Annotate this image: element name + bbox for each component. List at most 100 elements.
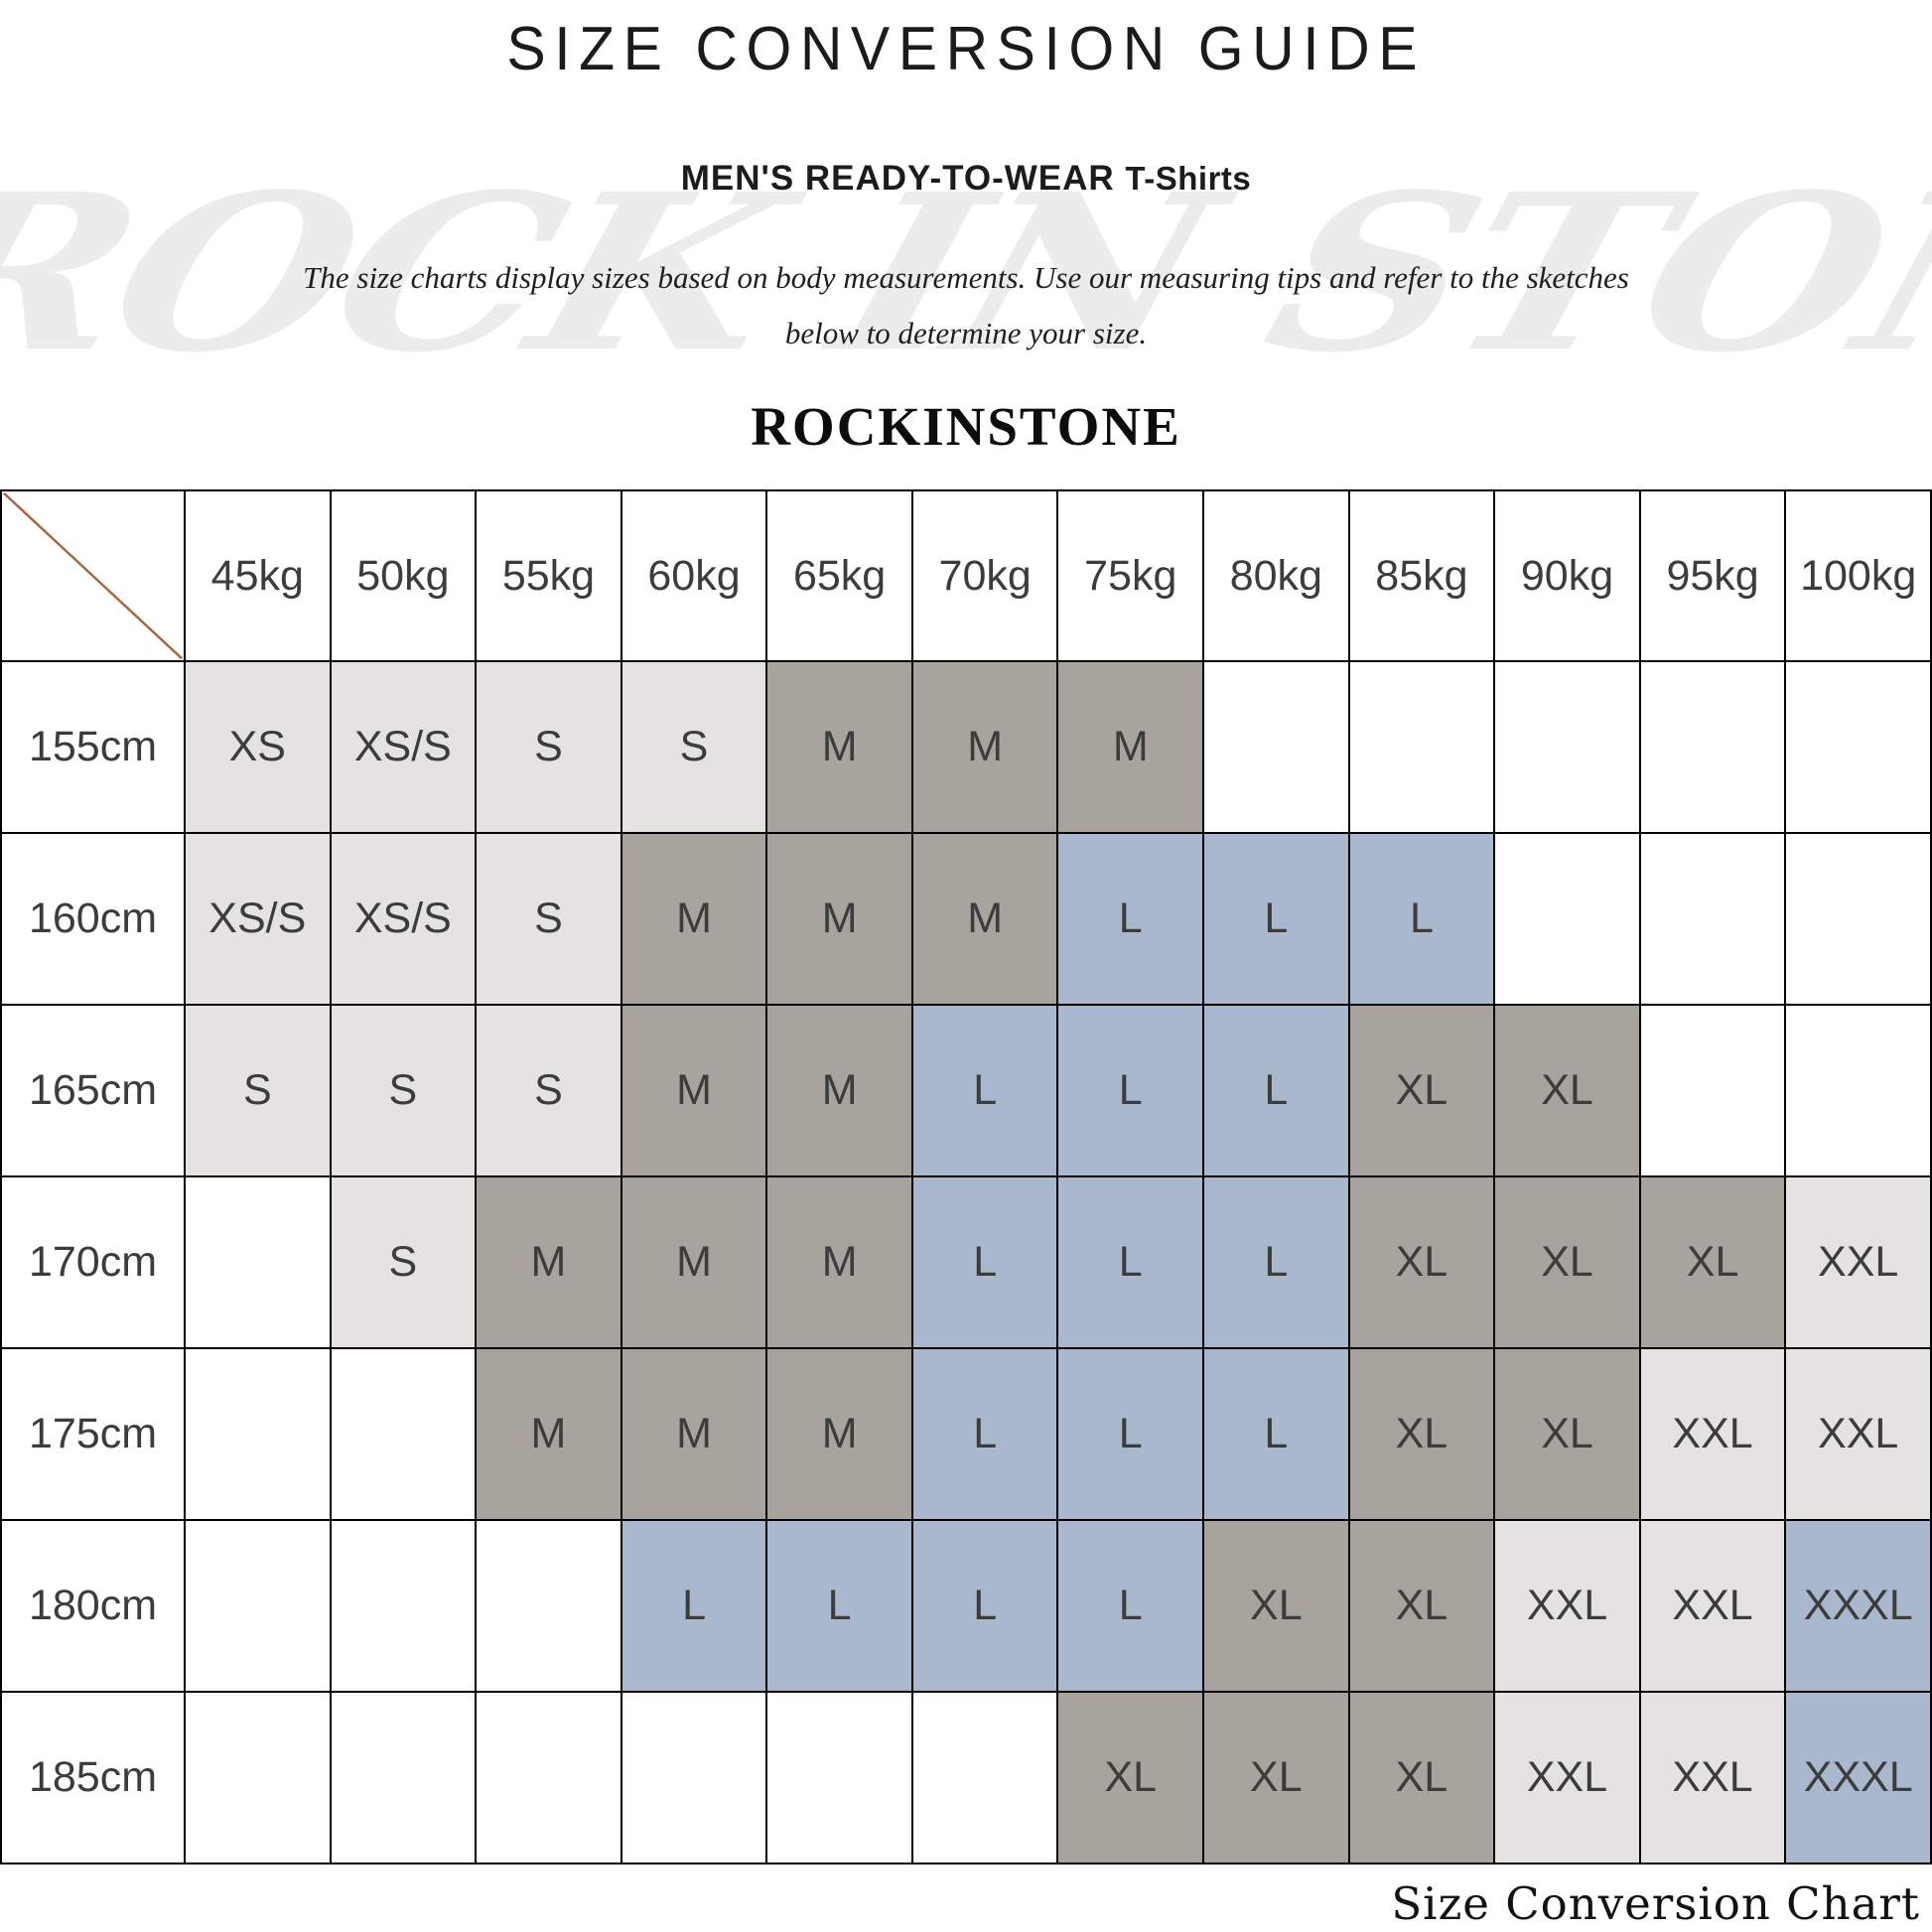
table-row-185cm: 185cm XL XL XL XXL XXL XXXL bbox=[0, 1691, 1932, 1864]
size-cell: XL bbox=[1202, 1691, 1350, 1864]
size-cell: XXL bbox=[1493, 1519, 1641, 1693]
footer-caption: Size Conversion Chart bbox=[1391, 1877, 1920, 1930]
height-header-185cm: 185cm bbox=[0, 1691, 186, 1864]
size-cell: S bbox=[620, 660, 768, 834]
size-cell: M bbox=[1056, 660, 1205, 834]
size-cell: M bbox=[475, 1175, 622, 1349]
size-cell bbox=[1638, 832, 1787, 1006]
size-cell: XXL bbox=[1638, 1691, 1787, 1864]
subtitle-main: MEN'S READY-TO-WEAR bbox=[680, 159, 1115, 198]
size-cell: XL bbox=[1638, 1175, 1787, 1349]
size-cell bbox=[765, 1691, 913, 1864]
size-cell: L bbox=[1202, 832, 1350, 1006]
size-cell: XL bbox=[1493, 1175, 1641, 1349]
brand-name: ROCKINSTONE bbox=[751, 396, 1181, 457]
size-cell bbox=[184, 1519, 332, 1693]
size-cell: XXL bbox=[1638, 1519, 1787, 1693]
table-row-165cm: 165cm S S S M M L L L XL XL bbox=[0, 1004, 1932, 1177]
size-cell: L bbox=[910, 1347, 1059, 1521]
size-cell: L bbox=[1202, 1004, 1350, 1177]
size-cell: XL bbox=[1493, 1347, 1641, 1521]
table-row-175cm: 175cm M M M L L L XL XL XXL XXL bbox=[0, 1347, 1932, 1521]
size-cell: XL bbox=[1056, 1691, 1205, 1864]
size-cell: M bbox=[620, 1175, 768, 1349]
diagonal-line-icon bbox=[2, 491, 184, 660]
size-cell: XS bbox=[184, 660, 332, 834]
size-cell: XL bbox=[1347, 1004, 1496, 1177]
size-cell: XS/S bbox=[329, 660, 478, 834]
size-cell bbox=[1347, 660, 1496, 834]
size-cell bbox=[184, 1347, 332, 1521]
size-cell: M bbox=[765, 832, 913, 1006]
size-cell: L bbox=[910, 1175, 1059, 1349]
size-cell: XL bbox=[1347, 1519, 1496, 1693]
size-cell: L bbox=[620, 1519, 768, 1693]
size-cell: XL bbox=[1347, 1347, 1496, 1521]
size-cell: L bbox=[1202, 1347, 1350, 1521]
size-cell bbox=[1202, 660, 1350, 834]
size-cell: M bbox=[620, 832, 768, 1006]
size-cell bbox=[1493, 832, 1641, 1006]
size-cell: XS/S bbox=[184, 832, 332, 1006]
size-cell: XL bbox=[1493, 1004, 1641, 1177]
weight-header-80kg: 80kg bbox=[1202, 489, 1350, 662]
size-cell: L bbox=[1056, 832, 1205, 1006]
size-cell: M bbox=[765, 660, 913, 834]
height-header-155cm: 155cm bbox=[0, 660, 186, 834]
size-cell bbox=[475, 1691, 622, 1864]
size-cell bbox=[1493, 660, 1641, 834]
size-cell bbox=[1784, 660, 1932, 834]
size-cell bbox=[329, 1691, 478, 1864]
size-cell: XL bbox=[1347, 1691, 1496, 1864]
weight-header-65kg: 65kg bbox=[765, 489, 913, 662]
size-cell bbox=[1638, 1004, 1787, 1177]
table-row-155cm: 155cm XS XS/S S S M M M bbox=[0, 660, 1932, 834]
size-cell: L bbox=[765, 1519, 913, 1693]
size-cell: M bbox=[765, 1347, 913, 1521]
size-conversion-table: 45kg 50kg 55kg 60kg 65kg 70kg 75kg 80kg 85kg 90kg… bbox=[0, 489, 1932, 1864]
size-cell: M bbox=[620, 1004, 768, 1177]
size-cell: XL bbox=[1202, 1519, 1350, 1693]
size-cell: L bbox=[1056, 1519, 1205, 1693]
subtitle-product: T-Shirts bbox=[1125, 160, 1252, 197]
size-cell bbox=[910, 1691, 1059, 1864]
weight-header-95kg: 95kg bbox=[1638, 489, 1787, 662]
weight-header-90kg: 90kg bbox=[1493, 489, 1641, 662]
size-cell bbox=[184, 1175, 332, 1349]
size-cell: XXL bbox=[1784, 1175, 1932, 1349]
size-cell: S bbox=[475, 660, 622, 834]
description-line-2: below to determine your size. bbox=[784, 316, 1148, 350]
size-cell: S bbox=[475, 1004, 622, 1177]
weight-header-50kg: 50kg bbox=[329, 489, 478, 662]
table-row-180cm: 180cm L L L L XL XL XXL XXL XXXL bbox=[0, 1519, 1932, 1693]
size-cell bbox=[329, 1347, 478, 1521]
size-cell: XL bbox=[1347, 1175, 1496, 1349]
page-title: SIZE CONVERSION GUIDE bbox=[0, 14, 1932, 84]
weight-header-70kg: 70kg bbox=[910, 489, 1059, 662]
weight-header-100kg: 100kg bbox=[1784, 489, 1932, 662]
size-cell: M bbox=[765, 1004, 913, 1177]
table-row-170cm: 170cm S M M M L L L XL XL XL XXL bbox=[0, 1175, 1932, 1349]
size-cell: L bbox=[910, 1519, 1059, 1693]
height-header-175cm: 175cm bbox=[0, 1347, 186, 1521]
description-line-1: The size charts display sizes based on b… bbox=[303, 260, 1629, 295]
corner-cell bbox=[0, 489, 186, 662]
weight-header-55kg: 55kg bbox=[475, 489, 622, 662]
weight-header-60kg: 60kg bbox=[620, 489, 768, 662]
size-cell: L bbox=[1202, 1175, 1350, 1349]
size-cell: XXL bbox=[1493, 1691, 1641, 1864]
size-cell bbox=[1638, 660, 1787, 834]
size-cell: M bbox=[910, 832, 1059, 1006]
size-cell: XXL bbox=[1784, 1347, 1932, 1521]
size-cell bbox=[475, 1519, 622, 1693]
size-cell bbox=[1784, 1004, 1932, 1177]
size-cell: XXL bbox=[1638, 1347, 1787, 1521]
size-cell bbox=[1784, 832, 1932, 1006]
size-cell: L bbox=[1056, 1347, 1205, 1521]
size-cell bbox=[329, 1519, 478, 1693]
size-cell: S bbox=[329, 1004, 478, 1177]
weight-header-75kg: 75kg bbox=[1056, 489, 1205, 662]
size-cell: S bbox=[475, 832, 622, 1006]
size-cell: M bbox=[620, 1347, 768, 1521]
height-header-180cm: 180cm bbox=[0, 1519, 186, 1693]
